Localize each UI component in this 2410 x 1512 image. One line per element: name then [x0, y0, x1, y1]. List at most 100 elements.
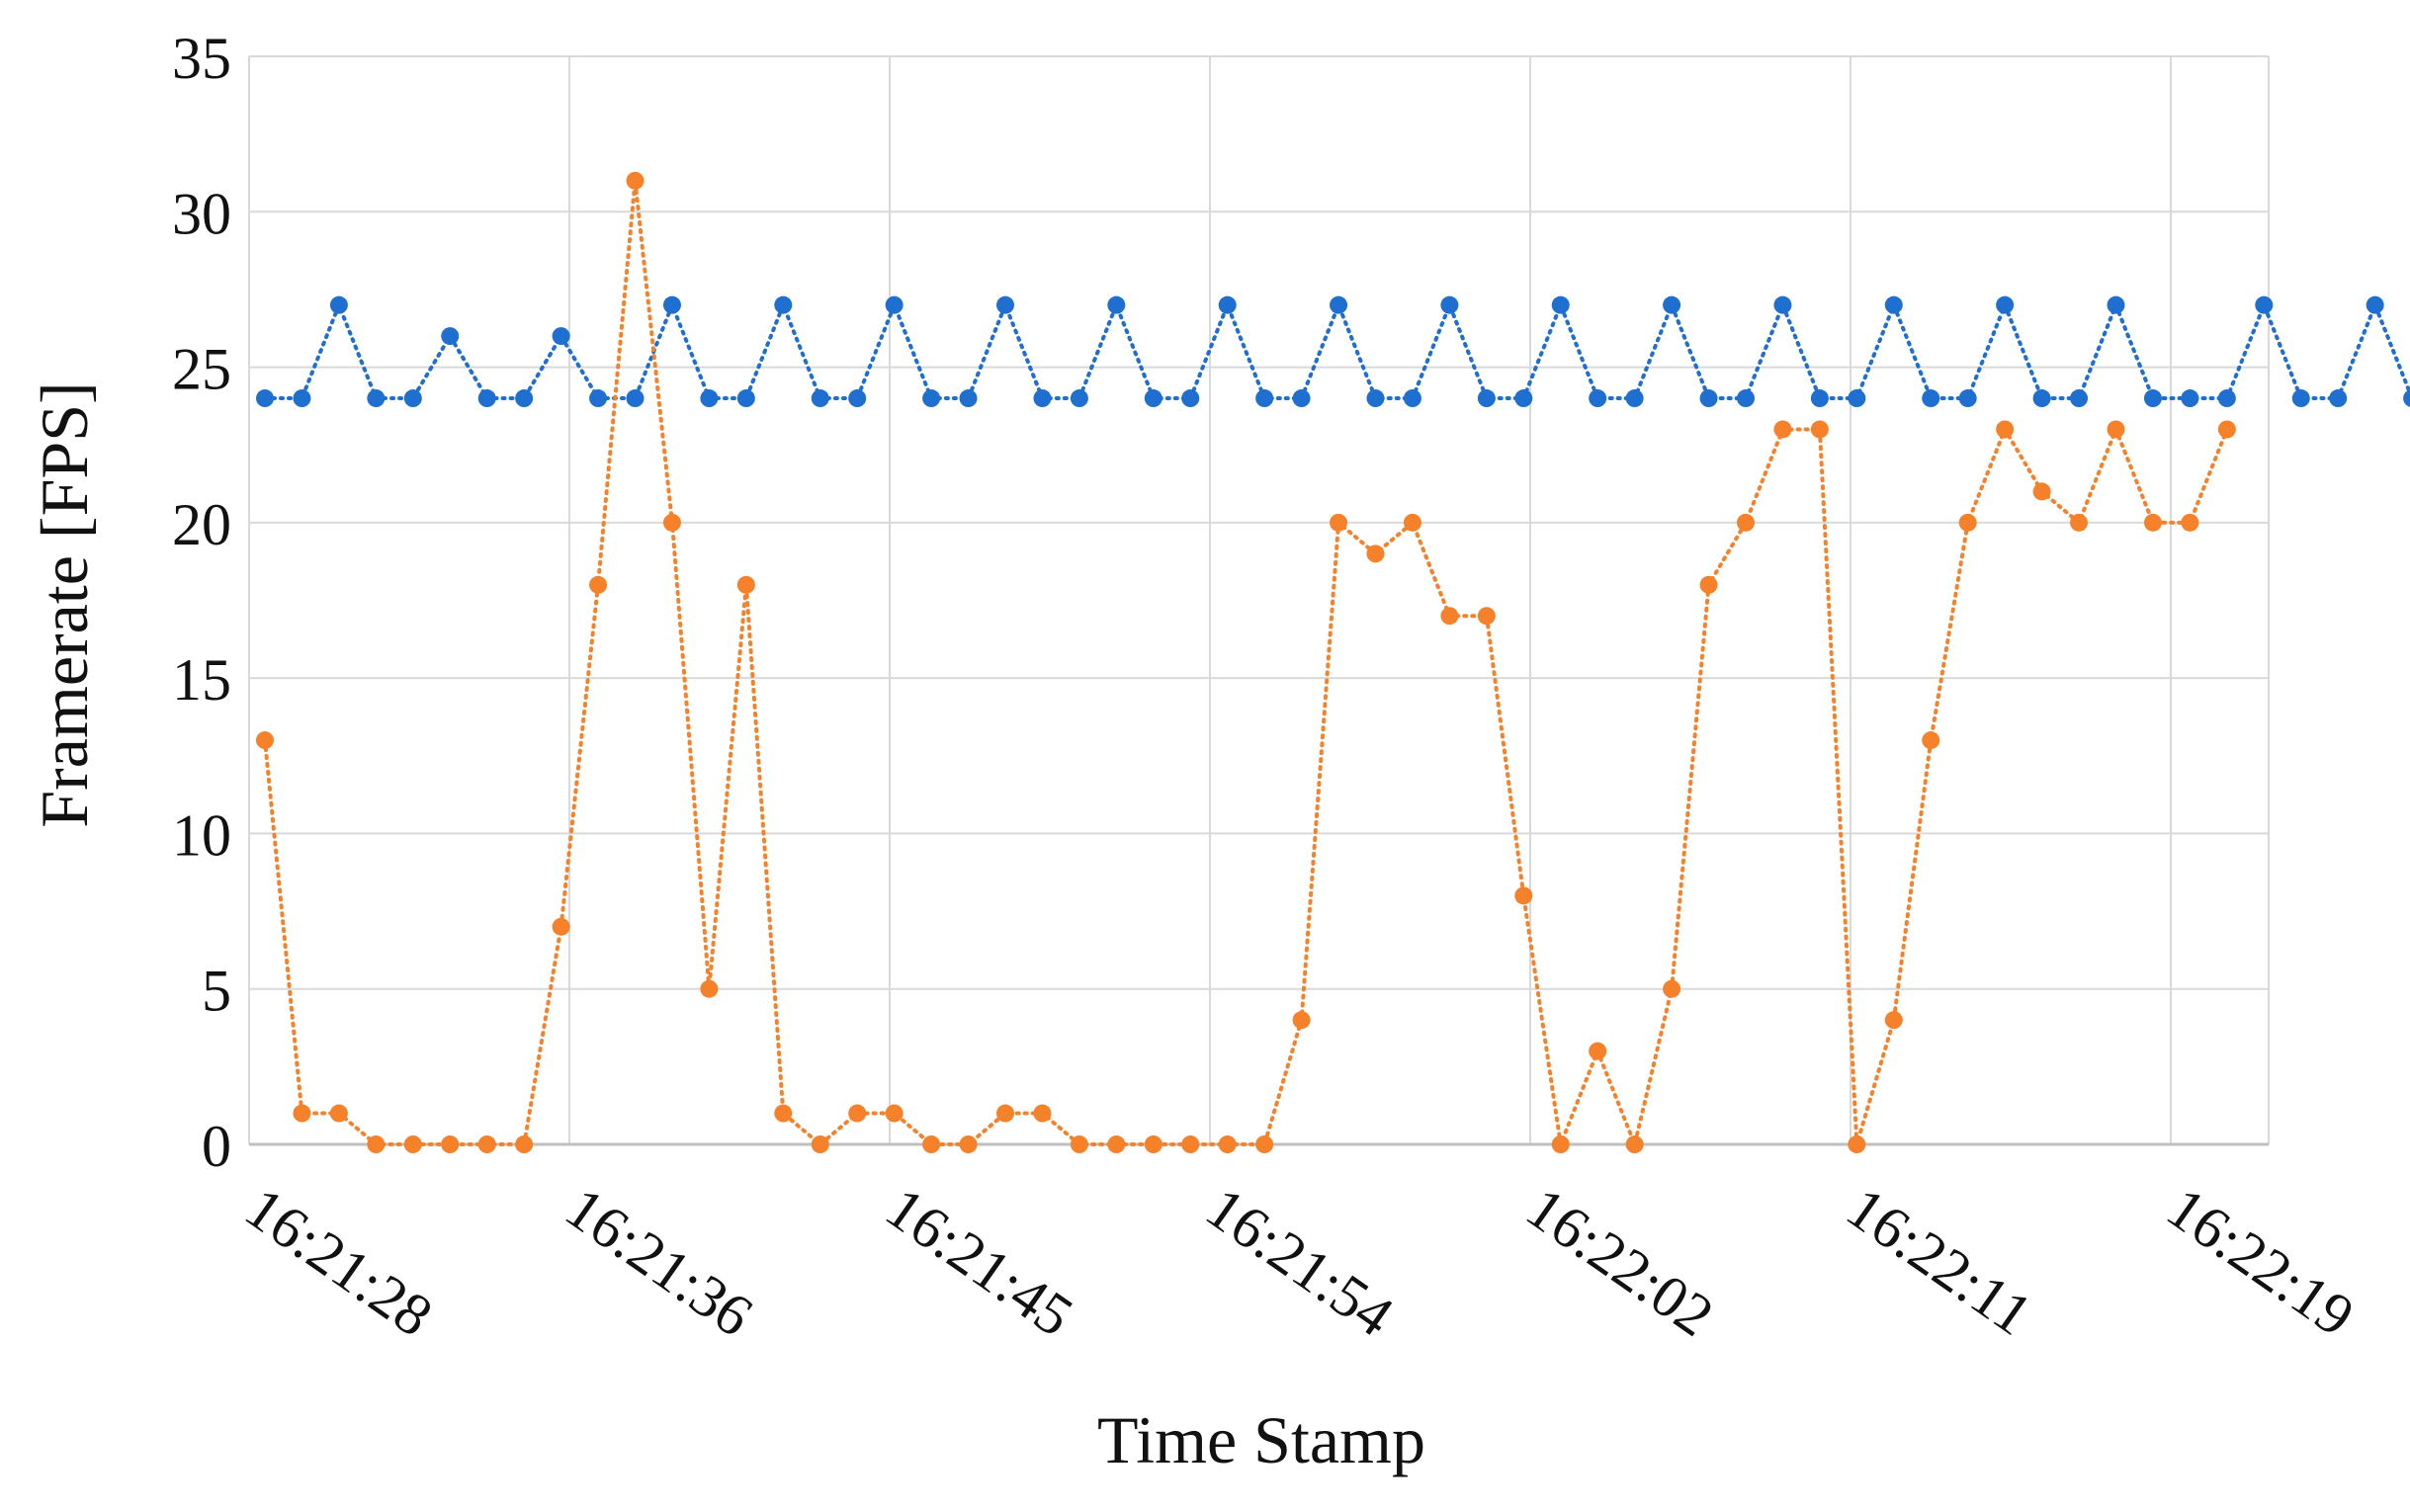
data-point: [1440, 295, 1459, 314]
data-point: [1810, 420, 1829, 439]
data-point: [959, 1135, 978, 1153]
data-point: [367, 389, 386, 408]
data-point: [2217, 389, 2236, 408]
x-tick-label: 16:21:28: [234, 1175, 445, 1349]
data-point: [774, 1104, 793, 1123]
series-layer: [256, 171, 2410, 1153]
y-tick-label: 20: [172, 492, 231, 557]
data-point: [811, 1135, 829, 1153]
data-point: [1922, 389, 1940, 408]
data-point: [256, 731, 274, 750]
data-point: [1181, 1135, 1200, 1153]
data-point: [1144, 1135, 1162, 1153]
data-point: [1625, 389, 1644, 408]
data-point: [774, 295, 793, 314]
x-tick-label: 16:22:11: [1836, 1175, 2044, 1348]
data-point: [1884, 295, 1903, 314]
data-point: [1255, 1135, 1274, 1153]
grid: [249, 55, 2269, 1144]
data-point: [1699, 575, 1718, 594]
data-point: [2070, 389, 2089, 408]
data-point: [1699, 389, 1718, 408]
data-point: [922, 1135, 941, 1153]
data-point: [329, 295, 348, 314]
data-point: [1848, 1135, 1866, 1153]
data-point: [1514, 389, 1533, 408]
series-2: [256, 171, 2236, 1153]
data-point: [1218, 295, 1237, 314]
data-point: [2291, 389, 2310, 408]
y-tick-labels: 0 5 10 15 20 25 30 35: [172, 26, 231, 1179]
data-point: [2366, 295, 2384, 314]
x-tick-label: 16:22:02: [1515, 1175, 1726, 1349]
data-point: [552, 917, 570, 936]
data-point: [700, 979, 719, 998]
data-point: [1033, 389, 1052, 408]
data-point: [2070, 513, 2089, 532]
data-point: [1181, 389, 1200, 408]
series-line: [263, 180, 2229, 1152]
data-point: [2255, 295, 2274, 314]
data-point: [515, 389, 534, 408]
data-point: [996, 1104, 1014, 1123]
x-tick-label: 16:21:36: [555, 1175, 765, 1349]
data-point: [885, 1104, 904, 1123]
data-point: [2107, 420, 2125, 439]
data-point: [1663, 979, 1681, 998]
y-axis-title: Framerate [FPS]: [27, 381, 102, 827]
data-point: [1996, 295, 2015, 314]
data-point: [1810, 389, 1829, 408]
x-tick-label: 16:22:19: [2156, 1175, 2367, 1349]
data-point: [2329, 389, 2348, 408]
data-point: [2032, 389, 2051, 408]
data-point: [1551, 1135, 1570, 1153]
y-tick-label: 25: [172, 337, 231, 402]
data-point: [1773, 295, 1792, 314]
data-point: [1292, 1011, 1311, 1030]
data-point: [477, 389, 496, 408]
data-point: [256, 389, 274, 408]
data-point: [626, 389, 645, 408]
data-point: [1589, 389, 1607, 408]
data-point: [811, 389, 829, 408]
data-point: [1144, 389, 1162, 408]
data-point: [1107, 1135, 1126, 1153]
data-point: [1070, 1135, 1088, 1153]
data-point: [1625, 1135, 1644, 1153]
data-point: [996, 295, 1014, 314]
data-point: [1884, 1011, 1903, 1030]
data-point: [885, 295, 904, 314]
data-point: [293, 1104, 311, 1123]
data-point: [1255, 389, 1274, 408]
y-tick-label: 10: [172, 802, 231, 868]
data-point: [1922, 731, 1940, 750]
data-point: [1366, 545, 1385, 563]
data-point: [2217, 420, 2236, 439]
data-point: [1218, 1135, 1237, 1153]
data-point: [1330, 513, 1348, 532]
data-point: [1773, 420, 1792, 439]
data-point: [848, 389, 867, 408]
series-line: [263, 299, 2410, 400]
data-point: [1589, 1042, 1607, 1060]
data-point: [662, 513, 681, 532]
data-point: [1477, 389, 1496, 408]
y-tick-label: 30: [172, 181, 231, 246]
data-point: [1070, 389, 1088, 408]
data-point: [700, 389, 719, 408]
data-point: [736, 389, 755, 408]
data-point: [2181, 389, 2199, 408]
data-point: [589, 389, 608, 408]
data-point: [736, 575, 755, 594]
data-point: [662, 295, 681, 314]
data-point: [2143, 389, 2162, 408]
data-point: [1403, 389, 1421, 408]
data-point: [959, 389, 978, 408]
data-point: [1996, 420, 2015, 439]
data-point: [2032, 482, 2051, 501]
y-tick-label: 0: [202, 1114, 231, 1179]
x-tick-labels: 16:21:28 16:21:36 16:21:45 16:21:54 16:22:02…: [234, 1175, 2367, 1349]
series-1: [256, 295, 2410, 408]
